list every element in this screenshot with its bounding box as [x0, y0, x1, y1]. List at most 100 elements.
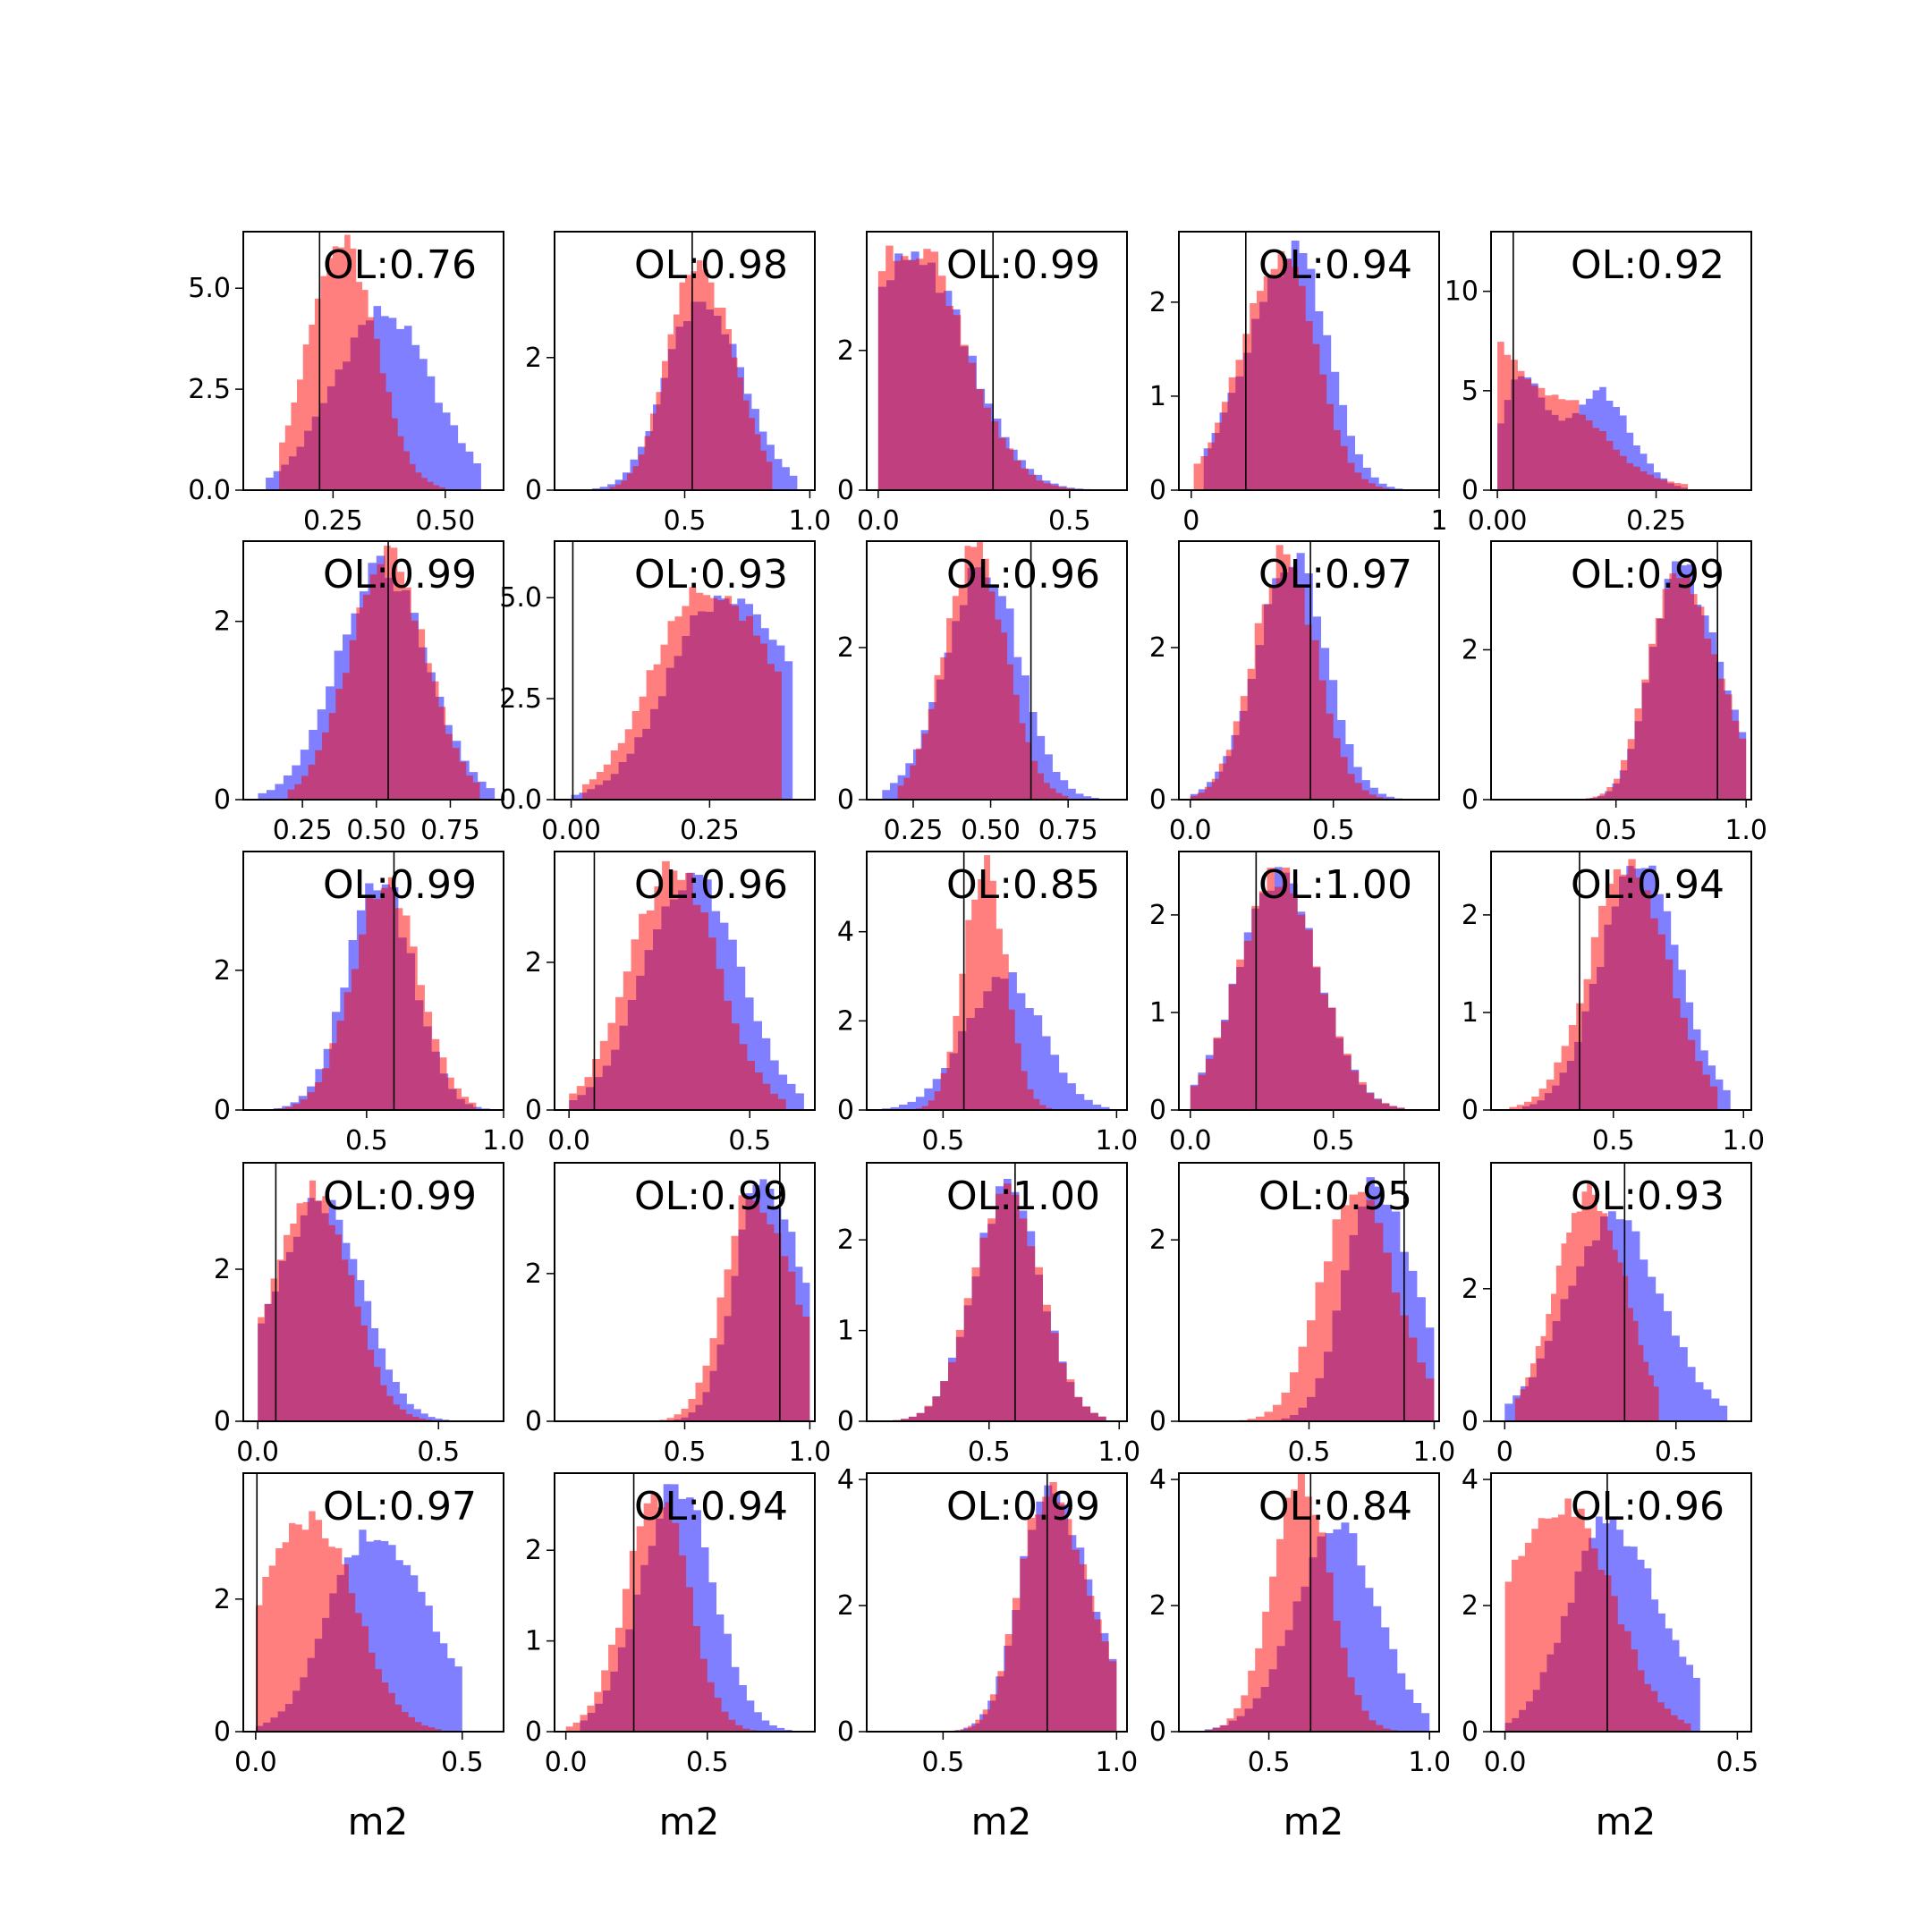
overlap-label: OL:0.98	[634, 242, 788, 288]
y-tick-label: 5.0	[188, 273, 231, 304]
overlap-label: OL:0.99	[323, 552, 477, 597]
y-tick-label: 0	[1149, 475, 1166, 506]
y-tick-label: 0	[837, 1095, 854, 1126]
y-tick-label: 1	[1149, 997, 1166, 1029]
x-tick-label: 0.25	[303, 505, 363, 537]
x-tick-label: 0.0	[857, 505, 900, 537]
panel-frame	[1490, 851, 1752, 1111]
histogram-series-b	[1190, 545, 1391, 800]
histogram-bars	[1497, 342, 1688, 490]
x-tick-label: 1.0	[1722, 1125, 1765, 1157]
y-tick-label: 2	[1462, 634, 1479, 665]
y-tick-label: 0	[1149, 1095, 1166, 1126]
overlap-label: OL:0.99	[634, 1174, 788, 1219]
y-tick-label: 0	[837, 475, 854, 506]
histogram-bars	[1504, 1182, 1728, 1421]
histogram-series-b	[1193, 250, 1390, 490]
y-tick-label: 0	[837, 1716, 854, 1748]
y-tick-label: 0	[214, 1716, 231, 1748]
histogram-series-b	[877, 245, 1089, 490]
panel-frame	[1490, 1162, 1752, 1422]
y-tick-label: 0	[1462, 1406, 1479, 1437]
panel-frame	[866, 540, 1128, 801]
y-tick-label: 2	[525, 947, 542, 979]
x-axis-label: m2	[1596, 1800, 1657, 1843]
histogram-bars	[891, 1482, 1117, 1732]
overlap-label: OL:0.95	[1258, 1174, 1412, 1219]
y-tick-label: 2	[525, 1258, 542, 1290]
histogram-bars	[1193, 241, 1428, 490]
x-tick-label: 0.50	[415, 505, 475, 537]
histogram-series-b	[258, 1180, 439, 1421]
panel-3-1: 0 2 0.5 1.0 OL:0.99	[214, 851, 525, 1157]
x-axis-label: m2	[659, 1800, 720, 1843]
x-tick-label: 0.5	[1592, 1125, 1635, 1157]
x-tick-label: 0.25	[1626, 505, 1686, 537]
y-tick-label: 1	[1149, 381, 1166, 412]
overlap-label: OL:0.94	[1571, 862, 1724, 908]
histogram-bars	[258, 546, 496, 800]
histogram-bars	[609, 1179, 810, 1421]
panel-5-3: 0 2 4 0.5 1.0 OL:0.99 m2	[837, 1464, 1138, 1843]
panel-3-2: 0 2 0.0 0.5 OL:0.96	[525, 851, 816, 1157]
panel-4-5: 0 2 0 0.5 OL:0.93	[1462, 1162, 1752, 1468]
histogram-bars	[1196, 1177, 1435, 1421]
x-tick-label: 0.0	[236, 1436, 279, 1468]
histogram-series-b	[891, 855, 1065, 1110]
panel-2-2: 0.0 2.5 5.0 0.00 0.25 OL:0.93	[499, 540, 816, 846]
panel-2-1: 0 2 0.25 0.50 0.75 OL:0.99	[214, 540, 504, 846]
y-tick-label: 0.0	[188, 475, 231, 506]
y-tick-label: 0	[1462, 475, 1479, 506]
panel-frame	[242, 540, 504, 801]
histogram-bars	[1190, 867, 1405, 1110]
y-tick-label: 2	[837, 1005, 854, 1037]
y-tick-label: 2	[1149, 287, 1166, 318]
y-tick-label: 0	[837, 1406, 854, 1437]
panel-frame	[554, 851, 816, 1111]
overlap-label: OL:0.93	[1571, 1174, 1724, 1219]
histogram-series-b	[569, 860, 786, 1110]
overlap-label: OL:0.99	[1571, 552, 1724, 597]
panel-frame	[1178, 1472, 1440, 1733]
x-tick-label: 0.0	[1169, 815, 1212, 846]
histogram-series-b	[1497, 342, 1688, 490]
y-tick-label: 2	[214, 1584, 231, 1615]
panel-2-3: 0 2 0.25 0.50 0.75 OL:0.96	[837, 540, 1128, 846]
histogram-series-b	[1504, 1498, 1691, 1732]
y-tick-label: 0	[1149, 1716, 1166, 1748]
histogram-series-b	[1198, 1473, 1398, 1732]
histogram-series-b	[565, 1492, 765, 1732]
y-tick-label: 1	[525, 1626, 542, 1657]
panel-3-5: 0 1 2 0.5 1.0 OL:0.94	[1462, 851, 1765, 1157]
histogram-series-b	[609, 1195, 810, 1421]
panel-1-2: 0 2 0.5 1.0 OL:0.98	[525, 231, 832, 537]
overlap-label: OL:0.97	[1258, 552, 1412, 597]
y-tick-label: 2.5	[499, 683, 542, 715]
histogram-bars	[1190, 545, 1419, 800]
panel-5-5: 0 2 4 0.0 0.5 OL:0.96 m2	[1462, 1464, 1758, 1843]
x-tick-label: 0	[1496, 1436, 1513, 1468]
panel-5-1: 0 2 0.0 0.5 OL:0.97 m2	[214, 1472, 504, 1843]
x-tick-label: 1.0	[789, 505, 832, 537]
x-tick-label: 0.0	[234, 1747, 277, 1778]
x-tick-label: 0.25	[680, 815, 740, 846]
histogram-series-b	[287, 546, 480, 800]
x-tick-label: 0.0	[547, 1125, 590, 1157]
y-tick-label: 4	[837, 1464, 854, 1496]
y-tick-label: 2	[837, 335, 854, 367]
panel-frame	[1178, 540, 1440, 801]
y-tick-label: 2	[837, 1590, 854, 1622]
panel-3-3: 0 2 4 0.5 1.0 OL:0.85	[837, 851, 1138, 1157]
x-tick-label: 0.5	[1248, 1747, 1291, 1778]
y-tick-label: 1	[837, 1316, 854, 1347]
overlap-label: OL:0.94	[634, 1484, 788, 1530]
overlap-label: OL:0.96	[1571, 1484, 1724, 1530]
y-tick-label: 0	[525, 1095, 542, 1126]
panel-frame	[242, 1472, 504, 1733]
histogram-series-b	[270, 877, 477, 1110]
y-tick-label: 0	[525, 475, 542, 506]
x-tick-label: 0.25	[273, 815, 333, 846]
overlap-label: OL:0.85	[946, 862, 1100, 908]
y-tick-label: 0	[214, 1095, 231, 1126]
